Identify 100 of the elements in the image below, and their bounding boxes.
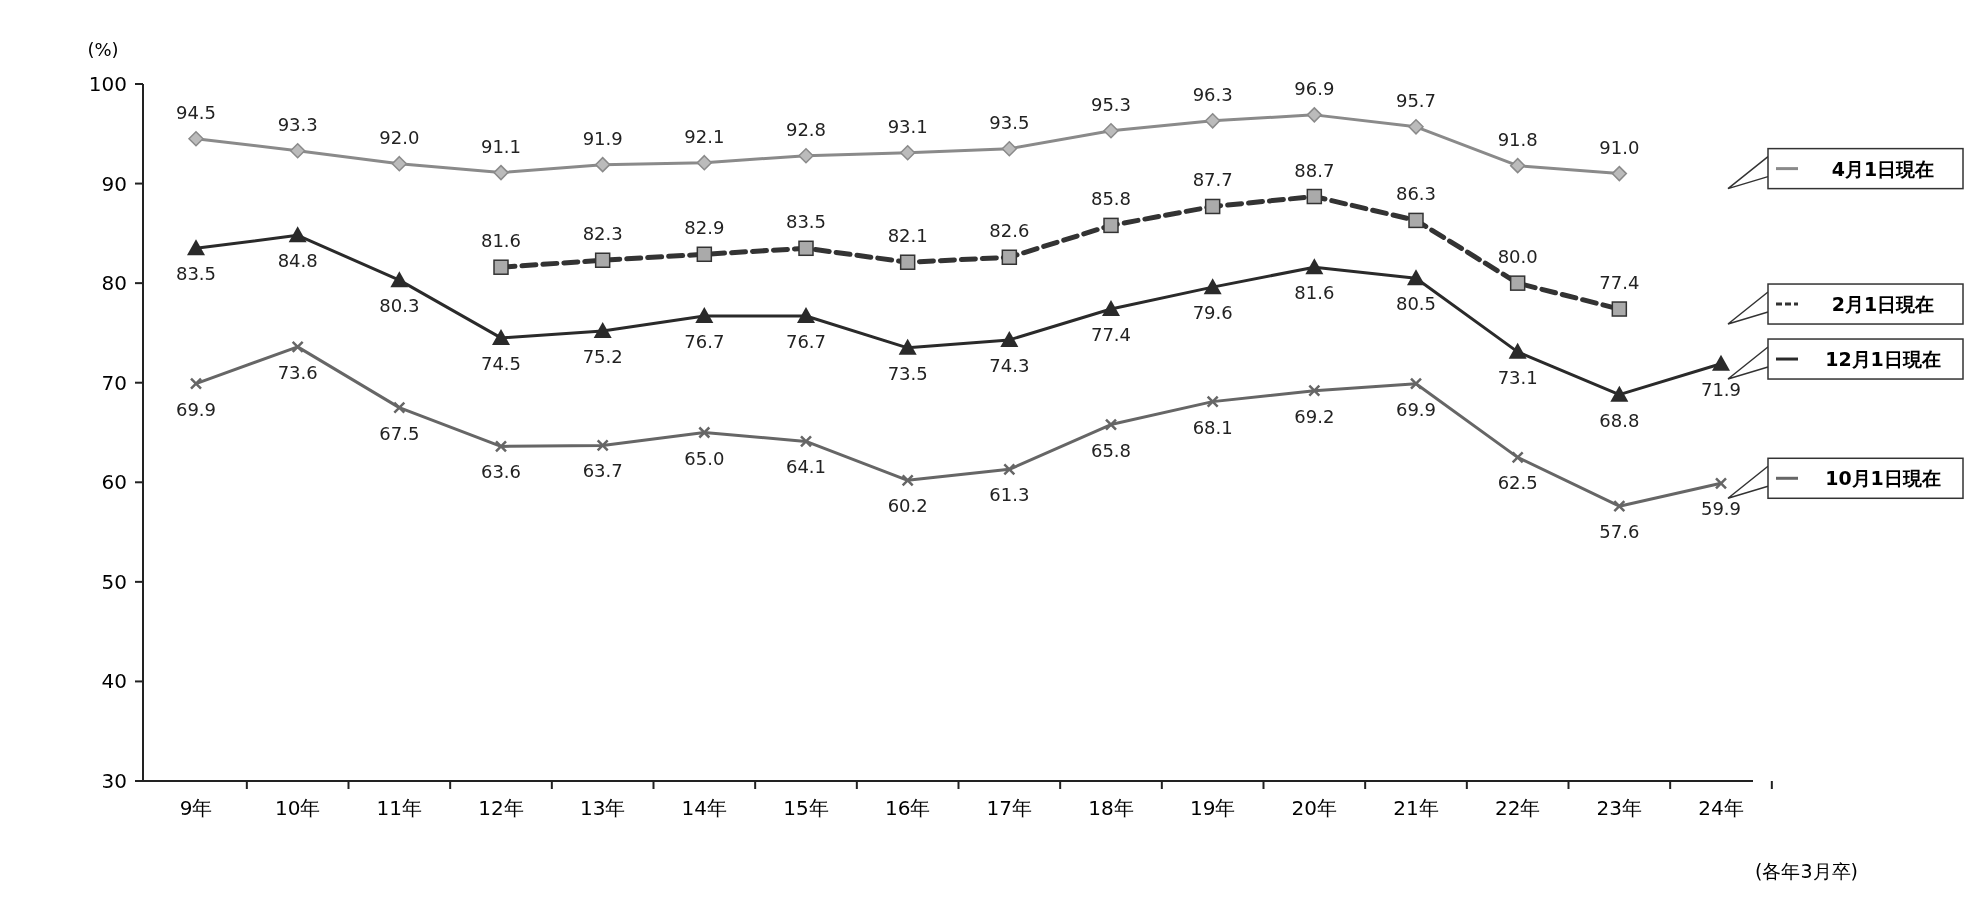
data-label: 71.9 — [1700, 378, 1742, 400]
point — [899, 254, 916, 270]
point — [1509, 275, 1526, 291]
data-label: 81.6 — [480, 230, 522, 252]
point — [898, 338, 917, 355]
data-label: 73.6 — [277, 361, 318, 383]
data-label: 82.9 — [684, 217, 725, 239]
point — [492, 328, 510, 345]
point — [1204, 198, 1221, 215]
data-label: 91.0 — [1599, 136, 1640, 158]
data-label: 65.0 — [684, 447, 725, 469]
data-label: 93.3 — [277, 113, 318, 135]
point — [1204, 113, 1221, 129]
data-label: 76.7 — [785, 331, 827, 352]
x-tick-label: 11年 — [376, 796, 423, 820]
point — [594, 156, 611, 173]
data-label: 91.1 — [480, 135, 522, 157]
point — [1104, 418, 1118, 431]
point — [289, 142, 306, 159]
data-label: 80.0 — [1497, 246, 1538, 268]
x-tick-label: 10年 — [274, 796, 321, 820]
x-tick-label: 21年 — [1393, 796, 1439, 820]
data-label: 92.8 — [785, 118, 827, 140]
point — [1103, 217, 1119, 234]
point — [696, 246, 713, 263]
point — [187, 239, 205, 256]
x-tick-label: 9年 — [179, 796, 213, 820]
point — [188, 131, 204, 147]
x-tick-label: 24年 — [1698, 796, 1744, 820]
y-tick-label: 30 — [101, 769, 127, 793]
x-tick-label: 20年 — [1291, 796, 1338, 820]
data-label: 74.3 — [989, 354, 1030, 376]
data-label: 65.8 — [1090, 439, 1132, 461]
data-label: 77.4 — [1599, 272, 1640, 294]
point — [1001, 140, 1018, 157]
point — [493, 259, 509, 275]
point — [799, 435, 813, 448]
point — [291, 340, 304, 354]
data-label: 83.5 — [175, 263, 217, 285]
point — [1306, 107, 1323, 123]
data-label: 68.1 — [1192, 416, 1233, 438]
x-tick-label: 13年 — [579, 796, 626, 820]
point — [1611, 165, 1628, 182]
point — [797, 307, 815, 323]
legend-label: 12月1日現在 — [1825, 348, 1941, 371]
data-label: 82.1 — [887, 225, 928, 247]
data-label: 64.1 — [785, 456, 827, 478]
data-label: 91.9 — [582, 127, 623, 149]
data-label: 86.3 — [1395, 183, 1437, 205]
data-label: 87.7 — [1192, 169, 1233, 191]
point — [1000, 330, 1019, 347]
data-label: 92.0 — [379, 126, 420, 148]
data-label: 75.2 — [582, 345, 623, 367]
data-label: 93.1 — [887, 115, 928, 137]
data-label: 88.7 — [1294, 159, 1335, 181]
data-label: 61.3 — [989, 484, 1030, 506]
x-tick-label: 23年 — [1596, 796, 1643, 820]
data-label: 95.3 — [1090, 93, 1132, 115]
point — [494, 440, 508, 453]
point — [1308, 384, 1321, 397]
point — [1610, 385, 1629, 402]
point — [1203, 278, 1222, 295]
data-label: 96.9 — [1294, 77, 1335, 99]
x-tick-label: 15年 — [783, 796, 829, 820]
point — [593, 321, 612, 338]
point — [1511, 451, 1524, 464]
point — [901, 474, 914, 487]
data-label: 83.5 — [785, 211, 827, 233]
data-label: 57.6 — [1599, 521, 1640, 543]
x-tick-label: 18年 — [1088, 796, 1134, 820]
point — [1102, 300, 1120, 317]
data-label: 85.8 — [1090, 188, 1132, 210]
y-tick-label: 50 — [101, 569, 127, 594]
x-tick-label: 19年 — [1189, 796, 1236, 820]
data-label: 80.5 — [1395, 293, 1437, 315]
data-label: 84.8 — [277, 250, 318, 272]
point — [899, 144, 916, 161]
data-label: 68.8 — [1599, 409, 1640, 431]
x-tick-label: 14年 — [681, 796, 728, 820]
point — [698, 426, 711, 439]
data-label: 73.5 — [887, 362, 928, 384]
point — [594, 252, 611, 268]
point — [696, 154, 713, 171]
point — [493, 164, 509, 181]
point — [1613, 499, 1626, 513]
data-label: 60.2 — [887, 495, 928, 517]
point — [1509, 157, 1526, 174]
data-label: 93.5 — [989, 111, 1030, 133]
data-label: 74.5 — [480, 352, 522, 374]
legend-label: 10月1日現在 — [1825, 467, 1941, 490]
point — [1103, 123, 1119, 139]
x-tick-label: 16年 — [884, 796, 931, 820]
data-label: 94.5 — [175, 101, 217, 123]
point — [393, 401, 406, 414]
point — [288, 226, 307, 243]
point — [1714, 477, 1728, 490]
data-label: 59.9 — [1700, 498, 1742, 520]
point — [798, 147, 814, 164]
data-label: 62.5 — [1497, 472, 1538, 494]
data-label: 92.1 — [684, 125, 725, 147]
